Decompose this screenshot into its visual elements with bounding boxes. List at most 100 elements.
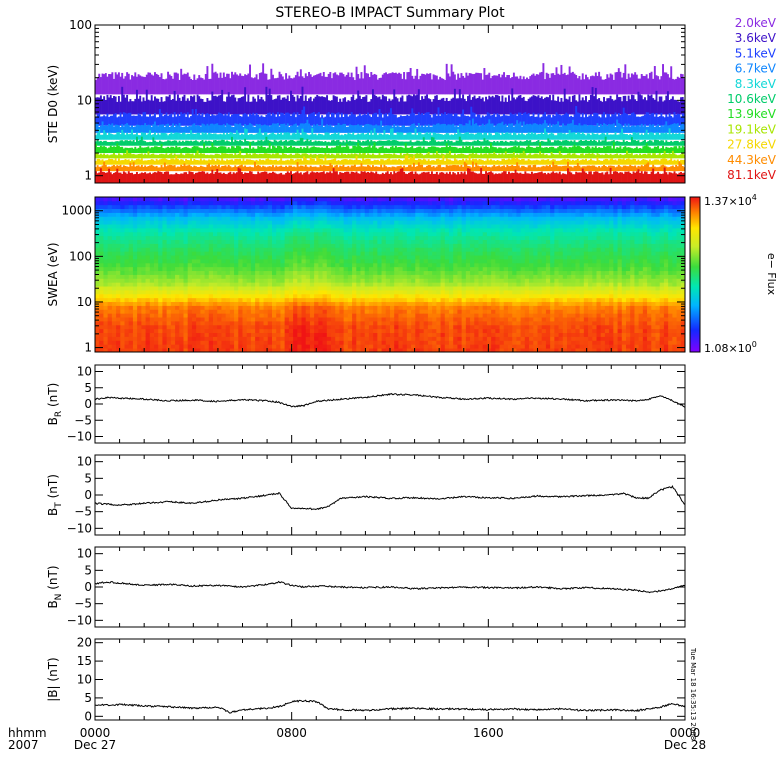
ste-bar: [278, 116, 281, 126]
ste-bar: [526, 123, 528, 133]
swea-cell: [141, 212, 146, 217]
swea-cell: [170, 243, 176, 248]
ste-bar: [462, 158, 465, 165]
swea-cell: [120, 212, 125, 217]
ste-bar: [227, 141, 230, 146]
ste-bar: [414, 141, 417, 146]
ste-bar: [403, 141, 406, 146]
ste-bar: [498, 123, 501, 133]
ste-bar: [553, 173, 556, 183]
swea-cell: [103, 278, 109, 283]
ste-bar: [214, 123, 217, 133]
ste-bar: [172, 140, 174, 146]
ste-bar: [281, 148, 284, 154]
ste-bar: [530, 167, 533, 172]
swea-cell: [116, 332, 121, 337]
ste-bar: [475, 153, 478, 159]
ste-bar: [540, 116, 543, 126]
ste-bar: [281, 141, 284, 146]
ste-bar: [585, 158, 587, 165]
ste-bar: [155, 134, 158, 140]
ste-bar: [309, 165, 312, 172]
swea-cell: [154, 332, 159, 337]
swea-cell: [162, 336, 168, 341]
ste-bar: [404, 167, 407, 172]
swea-cell: [158, 239, 163, 244]
ste-bar: [154, 140, 156, 146]
swea-cell: [95, 239, 100, 244]
ste-bar: [662, 64, 664, 95]
ste-bar: [149, 172, 152, 183]
swea-cell: [111, 255, 117, 260]
ste-bar: [208, 140, 211, 146]
swea-cell: [162, 266, 168, 272]
ste-bar: [460, 73, 463, 95]
ste-bar: [488, 141, 491, 146]
ste-bar: [639, 78, 642, 95]
ste-bar: [653, 139, 656, 146]
ste-bar: [447, 173, 450, 183]
ste-bar: [648, 159, 651, 165]
ste-bar: [537, 146, 540, 154]
ste-bar: [155, 146, 158, 154]
ste-bar: [260, 145, 263, 154]
ste-bar: [427, 112, 430, 126]
swea-cell: [170, 305, 176, 310]
swea-cell: [116, 197, 121, 202]
ste-bar: [408, 153, 410, 159]
ste-bar: [463, 147, 466, 154]
swea-cell: [162, 262, 168, 268]
ste-bar: [217, 77, 220, 95]
ste-bar: [337, 132, 340, 140]
swea-cell: [179, 290, 184, 295]
swea-cell: [170, 255, 176, 260]
ste-bar: [117, 132, 120, 140]
ste-bar: [491, 172, 494, 183]
ste-bar: [350, 171, 353, 183]
swea-cell: [111, 324, 117, 330]
ste-bar: [530, 171, 533, 183]
ste-bar: [494, 166, 497, 172]
ste-bar: [417, 89, 420, 115]
ste-bar: [562, 123, 565, 133]
ste-bar: [301, 128, 304, 140]
ste-bar: [411, 171, 414, 183]
ste-bar: [478, 73, 481, 95]
ste-bar: [504, 171, 507, 183]
ste-bar: [219, 112, 222, 126]
ste-bar: [322, 154, 325, 159]
ste-bar: [145, 173, 148, 183]
ste-bar: [278, 166, 281, 172]
ste-bar: [255, 74, 258, 95]
ste-bar: [626, 171, 628, 183]
ste-bar: [426, 73, 428, 95]
ste-bar: [396, 73, 399, 95]
ste-bar: [352, 77, 355, 95]
ste-bar: [193, 155, 196, 159]
ste-bar: [537, 139, 540, 146]
swea-cell: [124, 270, 130, 275]
ste-bar: [204, 173, 207, 183]
ste-bar: [278, 154, 281, 159]
ste-bar: [357, 159, 360, 165]
ste-bar: [614, 148, 617, 154]
ste-bar: [370, 124, 373, 133]
swea-cell: [137, 251, 142, 256]
ste-bar: [658, 153, 661, 159]
ste-bar: [501, 121, 504, 133]
ste-bar: [675, 99, 678, 115]
ste-bar: [580, 125, 583, 133]
ste-bar: [237, 141, 240, 146]
ste-bar: [273, 123, 276, 133]
ste-bar: [337, 139, 340, 146]
swea-cell: [170, 231, 176, 237]
swea-cell: [111, 321, 117, 326]
ste-bar: [593, 165, 596, 172]
ste-bar: [213, 173, 215, 183]
ste-bar: [540, 171, 543, 183]
ste-bar: [621, 142, 624, 146]
ste-bar: [314, 133, 317, 140]
ste-bar: [491, 166, 494, 172]
ste-bar: [671, 78, 674, 95]
ste-bar: [604, 166, 607, 172]
